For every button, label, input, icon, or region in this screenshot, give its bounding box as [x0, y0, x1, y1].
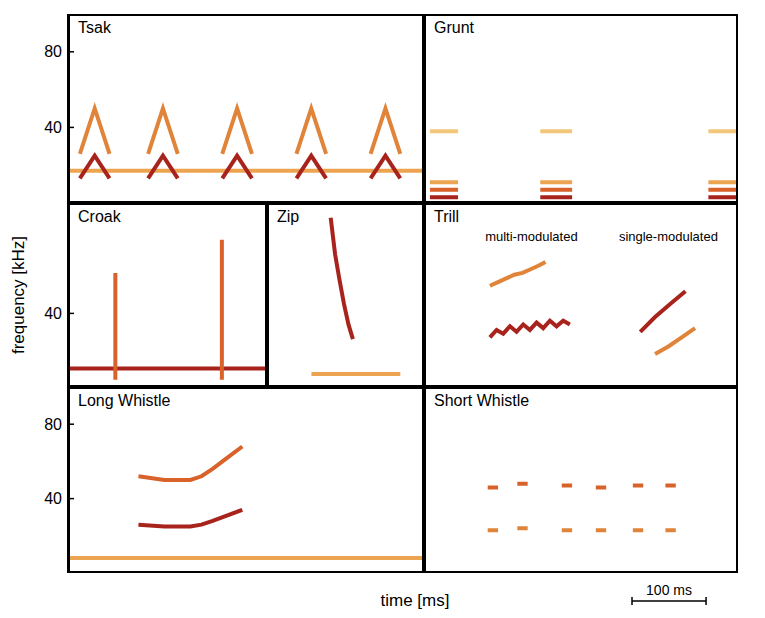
html-text:Zip: Zip	[277, 208, 300, 225]
svg-text:frequency [kHz]: frequency [kHz]	[9, 236, 28, 354]
html-text:Grunt: Grunt	[434, 19, 474, 36]
html-text:Tsak: Tsak	[78, 19, 111, 36]
svg-text:single-modulated: single-modulated	[619, 229, 718, 244]
svg-text:40: 40	[44, 305, 62, 322]
svg-text:multi-modulated: multi-modulated	[485, 229, 578, 244]
svg-text:time [ms]: time [ms]	[381, 591, 450, 610]
svg-text:80: 80	[44, 416, 62, 433]
html-text:Short Whistle: Short Whistle	[434, 392, 530, 409]
svg-text:80: 80	[44, 43, 62, 60]
svg-text:40: 40	[44, 119, 62, 136]
html-text:Long Whistle: Long Whistle	[78, 392, 171, 409]
svg-text:100 ms: 100 ms	[646, 582, 692, 598]
html-text:Croak: Croak	[78, 208, 121, 225]
svg-text:40: 40	[44, 490, 62, 507]
html-text:Trill: Trill	[434, 208, 460, 225]
